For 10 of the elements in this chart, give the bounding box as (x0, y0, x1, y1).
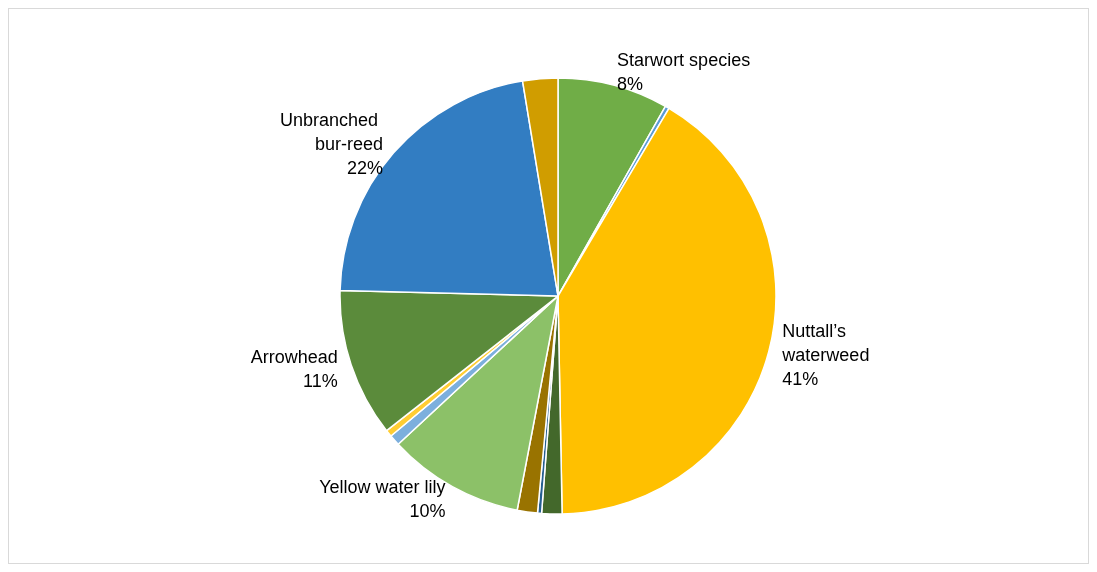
slice-label: Arrowhead (250, 347, 338, 368)
data-label: 8% (617, 73, 644, 94)
slice-label: Starwort species (617, 49, 751, 70)
data-label: 22% (346, 157, 384, 178)
data-label: 10% (409, 500, 446, 521)
slice-label: Nuttall’s waterweed (781, 321, 870, 366)
data-label: 41% (782, 369, 819, 390)
data-label: 11% (303, 371, 338, 392)
slice-label: Yellow water lily (319, 476, 446, 497)
slice-label: Unbranched bur-reed (279, 109, 384, 154)
